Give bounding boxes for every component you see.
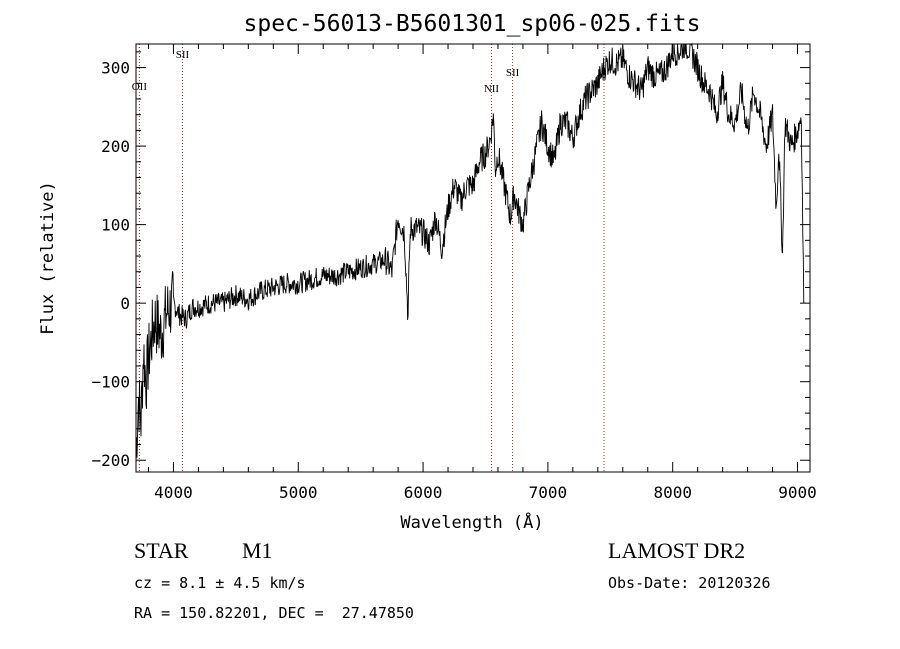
x-tick-label: 8000 <box>653 483 692 502</box>
y-tick-label: 300 <box>101 59 130 78</box>
emission-line-label: NII <box>484 83 500 95</box>
spectrum-chart: spec-56013-B5601301_sp06-025.fits OIISII… <box>38 11 817 533</box>
emission-line-label: SII <box>176 49 190 61</box>
redshift-velocity: cz = 8.1 ± 4.5 km/s <box>134 574 306 592</box>
x-tick-label: 7000 <box>529 483 568 502</box>
object-class: STAR <box>134 538 189 563</box>
y-tick-label: 200 <box>101 137 130 156</box>
spectrum-line <box>135 42 805 458</box>
plot-frame <box>135 43 811 473</box>
observation-date: Obs-Date: 20120326 <box>608 574 771 592</box>
y-axis-label: Flux (relative) <box>38 181 58 335</box>
survey-name: LAMOST DR2 <box>608 538 746 563</box>
object-subclass: M1 <box>242 538 273 563</box>
emission-line-label: SII <box>506 67 520 79</box>
x-tick-label: 4000 <box>154 483 193 502</box>
y-tick-label: −100 <box>91 373 130 392</box>
x-axis-label: Wavelength (Å) <box>400 511 543 533</box>
y-tick-label: −200 <box>91 451 130 470</box>
coordinates: RA = 150.82201, DEC = 27.47850 <box>134 604 414 622</box>
spectrum-series <box>135 42 805 458</box>
y-tick-label: 100 <box>101 216 130 235</box>
y-tick-label: 0 <box>120 294 130 313</box>
axis-ticks: 4000 5000 6000 7000 8000 9000 −200 −100 0 100 200 3… <box>91 44 817 502</box>
x-tick-label: 6000 <box>404 483 443 502</box>
x-tick-label: 5000 <box>279 483 318 502</box>
chart-title: spec-56013-B5601301_sp06-025.fits <box>244 11 701 37</box>
x-tick-label: 9000 <box>778 483 817 502</box>
